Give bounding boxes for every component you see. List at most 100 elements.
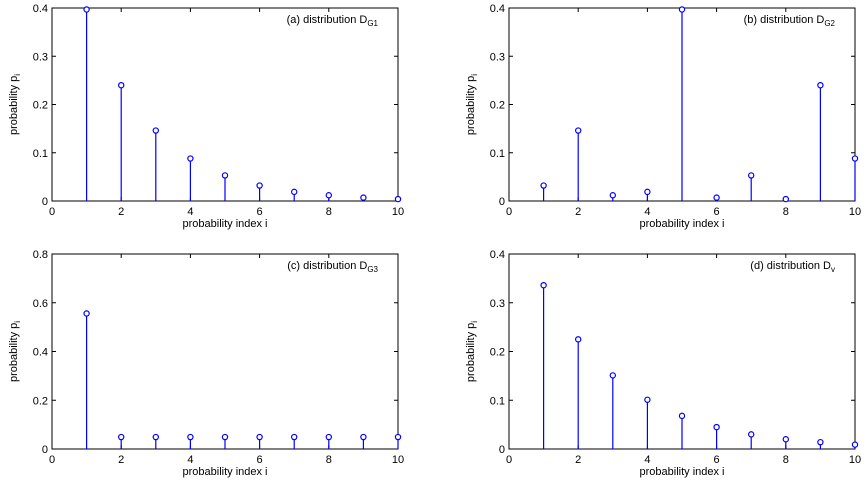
y-tick-label: 0 (499, 196, 505, 208)
x-tick-label: 2 (575, 206, 581, 218)
y-tick-label: 0.8 (33, 249, 48, 261)
stem-marker (540, 282, 547, 289)
y-tick-label: 0.3 (490, 51, 505, 63)
stem-marker (256, 433, 263, 441)
y-axis-label: probability pi (8, 74, 22, 135)
panel-title-subscript: G3 (367, 265, 378, 274)
stem-marker (291, 433, 298, 441)
y-axis-label: probability pi (465, 321, 479, 382)
y-tick-label: 0.3 (33, 51, 48, 63)
x-tick-label: 4 (644, 206, 650, 218)
x-tick-label: 0 (49, 454, 55, 466)
stem-marker (221, 172, 229, 179)
panel-title: (c) distribution DG3 (287, 260, 378, 274)
x-tick-label: 8 (326, 206, 332, 218)
stem-marker (644, 396, 651, 403)
stem-marker (291, 188, 298, 196)
stem-marker (851, 155, 859, 162)
x-tick-label: 6 (257, 206, 263, 218)
panel-title-subscript: G1 (367, 19, 378, 28)
panel-title-subscript: v (831, 265, 835, 274)
stem-marker (187, 433, 194, 441)
y-axis-label-subscript: i (470, 321, 479, 323)
x-tick-label: 8 (783, 454, 789, 466)
x-tick-label: 4 (187, 206, 193, 218)
y-tick-label: 0 (42, 196, 48, 208)
y-tick-label: 0.2 (490, 347, 505, 359)
stem-marker (678, 6, 686, 13)
stem-marker (117, 433, 125, 441)
stem-marker (609, 192, 617, 199)
stem-marker (360, 433, 367, 441)
stem-marker (394, 195, 402, 203)
stem-marker (678, 412, 686, 420)
y-tick-label: 0.3 (490, 298, 505, 310)
y-tick-label: 0 (499, 444, 505, 456)
y-tick-label: 0.4 (33, 347, 48, 359)
stem-marker (851, 441, 859, 448)
x-axis-label: probability index i (640, 218, 725, 230)
chart-panel-1: 0 2 4 6 8 10 0 0.1 0.2 0.3 0.4 probability index i p… (8, 3, 404, 230)
stem-marker (256, 182, 263, 189)
x-tick-label: 10 (392, 206, 404, 218)
y-tick-label: 0 (42, 444, 48, 456)
x-tick-label: 10 (849, 454, 861, 466)
x-axis-label: probability index i (183, 218, 268, 230)
y-axis-label: probability pi (8, 321, 22, 382)
stem-marker (817, 81, 824, 89)
panel-title: (a) distribution DG1 (287, 14, 379, 28)
x-tick-label: 10 (392, 454, 404, 466)
x-tick-label: 4 (187, 454, 193, 466)
stem-marker (325, 192, 332, 199)
panel-title: (d) distribution Dv (750, 260, 835, 274)
x-tick-label: 10 (849, 206, 861, 218)
stem-marker (221, 433, 229, 441)
y-tick-label: 0.2 (33, 100, 48, 112)
axes-box (51, 253, 399, 450)
chart-panel-2: 0 2 4 6 8 10 0 0.1 0.2 0.3 0.4 probability index i p… (465, 3, 861, 230)
x-tick-label: 6 (714, 206, 720, 218)
y-tick-label: 0.1 (33, 148, 48, 160)
y-tick-label: 0.1 (490, 395, 505, 407)
stem-marker (152, 433, 159, 441)
x-axis-label: probability index i (640, 466, 725, 478)
stem-marker (713, 194, 720, 201)
stem-marker (117, 81, 125, 89)
x-tick-label: 2 (575, 454, 581, 466)
stem-marker (360, 194, 367, 201)
stem-marker (83, 6, 90, 13)
panel-title-subscript: G2 (824, 19, 835, 28)
chart-panel-4: 0 2 4 6 8 10 0 0.1 0.2 0.3 0.4 probability index i p… (465, 249, 861, 478)
y-tick-label: 0.4 (490, 249, 505, 261)
y-axis-label-subscript: i (13, 74, 22, 76)
y-tick-label: 0.2 (490, 100, 505, 112)
x-tick-label: 6 (714, 454, 720, 466)
x-tick-label: 0 (506, 206, 512, 218)
x-tick-label: 2 (118, 454, 124, 466)
stem-marker (748, 431, 755, 438)
y-tick-label: 0.6 (33, 298, 48, 310)
stem-marker (394, 433, 402, 441)
y-tick-label: 0.2 (33, 395, 48, 407)
x-tick-label: 8 (326, 454, 332, 466)
stem-marker (575, 336, 582, 343)
stem-marker (609, 372, 617, 379)
y-axis-label: probability pi (465, 74, 479, 135)
stem-marker (748, 172, 755, 179)
stem-marker (782, 436, 790, 443)
x-tick-label: 0 (49, 206, 55, 218)
stem-marker (817, 438, 824, 446)
x-tick-label: 4 (644, 454, 650, 466)
stem-marker (325, 433, 332, 441)
stem-marker (540, 182, 547, 189)
x-axis-label: probability index i (183, 466, 268, 478)
y-axis-label-subscript: i (13, 321, 22, 323)
stem-marker (187, 155, 194, 162)
y-tick-label: 0.1 (490, 148, 505, 160)
y-tick-label: 0.4 (490, 3, 505, 15)
stem-marker (782, 195, 790, 203)
x-tick-label: 0 (506, 454, 512, 466)
axes-box (51, 7, 399, 202)
